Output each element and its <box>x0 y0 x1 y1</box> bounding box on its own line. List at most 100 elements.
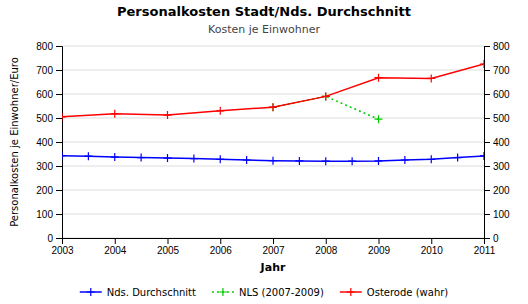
tick: 500 <box>36 113 62 124</box>
point <box>348 157 356 165</box>
tick: 2007 <box>262 238 285 256</box>
legend-item: NLS (2007-2009) <box>212 287 324 298</box>
axis-line <box>63 239 485 245</box>
tick-label: 2009 <box>368 245 391 256</box>
point <box>269 157 277 165</box>
tick-label: 0 <box>493 233 499 244</box>
point <box>111 110 119 118</box>
point <box>269 103 277 111</box>
legend-label: Osterode (wahr) <box>367 287 449 298</box>
tick-label: 2008 <box>315 245 338 256</box>
tick-label: 2010 <box>421 245 444 256</box>
grid-line <box>62 118 484 119</box>
legend: Nds. Durchschnitt NLS (2007-2009) Osterode… <box>80 287 449 298</box>
tick-label: 2005 <box>157 245 180 256</box>
legend-label: NLS (2007-2009) <box>239 287 324 298</box>
y-axis-title: Personalkosten je Einwohner/Euro <box>9 57 20 227</box>
tick-label: 400 <box>36 137 53 148</box>
tick-label: 300 <box>36 161 53 172</box>
grid-line <box>62 190 484 191</box>
legend-marker <box>219 288 227 296</box>
tick: 2004 <box>104 238 127 256</box>
tick-mark <box>56 118 62 119</box>
tick-mark <box>484 70 490 71</box>
tick-mark <box>484 142 490 143</box>
point <box>190 155 198 163</box>
axis-line <box>485 47 491 239</box>
grid-line <box>62 214 484 215</box>
tick-label: 2004 <box>104 245 127 256</box>
point <box>269 103 277 111</box>
tick-mark <box>56 238 62 239</box>
grid-line <box>62 166 484 167</box>
x-axis: 200320042005200620072008200920102011 <box>51 238 495 256</box>
tick-label: 2006 <box>210 245 233 256</box>
tick-mark <box>56 46 62 47</box>
tick-label: 800 <box>36 41 53 52</box>
tick-label: 600 <box>493 89 510 100</box>
tick-mark <box>484 94 490 95</box>
tick: 2003 <box>51 238 74 256</box>
point <box>401 156 409 164</box>
tick: 800 <box>36 41 62 52</box>
point <box>295 157 303 165</box>
tick-label: 700 <box>493 65 510 76</box>
tick: 700 <box>484 65 510 76</box>
point <box>216 107 224 115</box>
tick-label: 100 <box>36 209 53 220</box>
plot: 2003200420052006200720082009201020110100… <box>9 41 510 274</box>
tick: 200 <box>36 185 62 196</box>
series-line <box>62 64 484 117</box>
tick-label: 600 <box>36 89 53 100</box>
point <box>62 113 66 121</box>
point <box>62 152 66 160</box>
point <box>216 155 224 163</box>
tick-label: 500 <box>36 113 53 124</box>
tick: 2006 <box>210 238 233 256</box>
y-axis: 0 100 200 300 400 500 600 700 800 <box>36 41 62 244</box>
tick-mark <box>484 118 490 119</box>
tick: 800 <box>484 41 510 52</box>
tick: 0 <box>47 233 62 244</box>
point <box>164 154 172 162</box>
tick-mark <box>56 190 62 191</box>
tick-label: 800 <box>493 41 510 52</box>
point <box>322 92 330 100</box>
tick-label: 0 <box>47 233 53 244</box>
tick-label: 2007 <box>262 245 285 256</box>
tick-label: 300 <box>493 161 510 172</box>
point <box>111 153 119 161</box>
tick-mark <box>431 238 432 244</box>
point <box>375 157 383 165</box>
tick-label: 2003 <box>51 245 74 256</box>
point <box>480 152 484 160</box>
legend-marker <box>87 288 95 296</box>
tick: 300 <box>36 161 62 172</box>
tick-label: 400 <box>493 137 510 148</box>
y2-axis: 0 100 200 300 400 500 600 700 800 <box>484 41 510 244</box>
legend-item: Nds. Durchschnitt <box>80 287 196 298</box>
point <box>84 152 92 160</box>
axis-line <box>56 47 63 239</box>
tick-label: 700 <box>36 65 53 76</box>
tick: 600 <box>36 89 62 100</box>
point <box>164 111 172 119</box>
grid-line <box>62 70 484 71</box>
tick-mark <box>56 94 62 95</box>
x-axis-title: Jahr <box>260 261 286 274</box>
tick-label: 500 <box>493 113 510 124</box>
tick-mark <box>220 238 221 244</box>
grid <box>62 46 484 238</box>
tick-mark <box>484 46 490 47</box>
tick: 400 <box>36 137 62 148</box>
tick: 400 <box>484 137 510 148</box>
tick-label: 100 <box>493 209 510 220</box>
tick-mark <box>484 214 490 215</box>
title: Personalkosten Stadt/Nds. Durchschnitt <box>117 4 411 19</box>
tick-mark <box>379 238 380 244</box>
point <box>243 156 251 164</box>
tick-mark <box>56 142 62 143</box>
legend-label: Nds. Durchschnitt <box>107 287 196 298</box>
tick-label: 200 <box>493 185 510 196</box>
chart: Personalkosten Stadt/Nds. DurchschnittKo… <box>0 0 528 304</box>
